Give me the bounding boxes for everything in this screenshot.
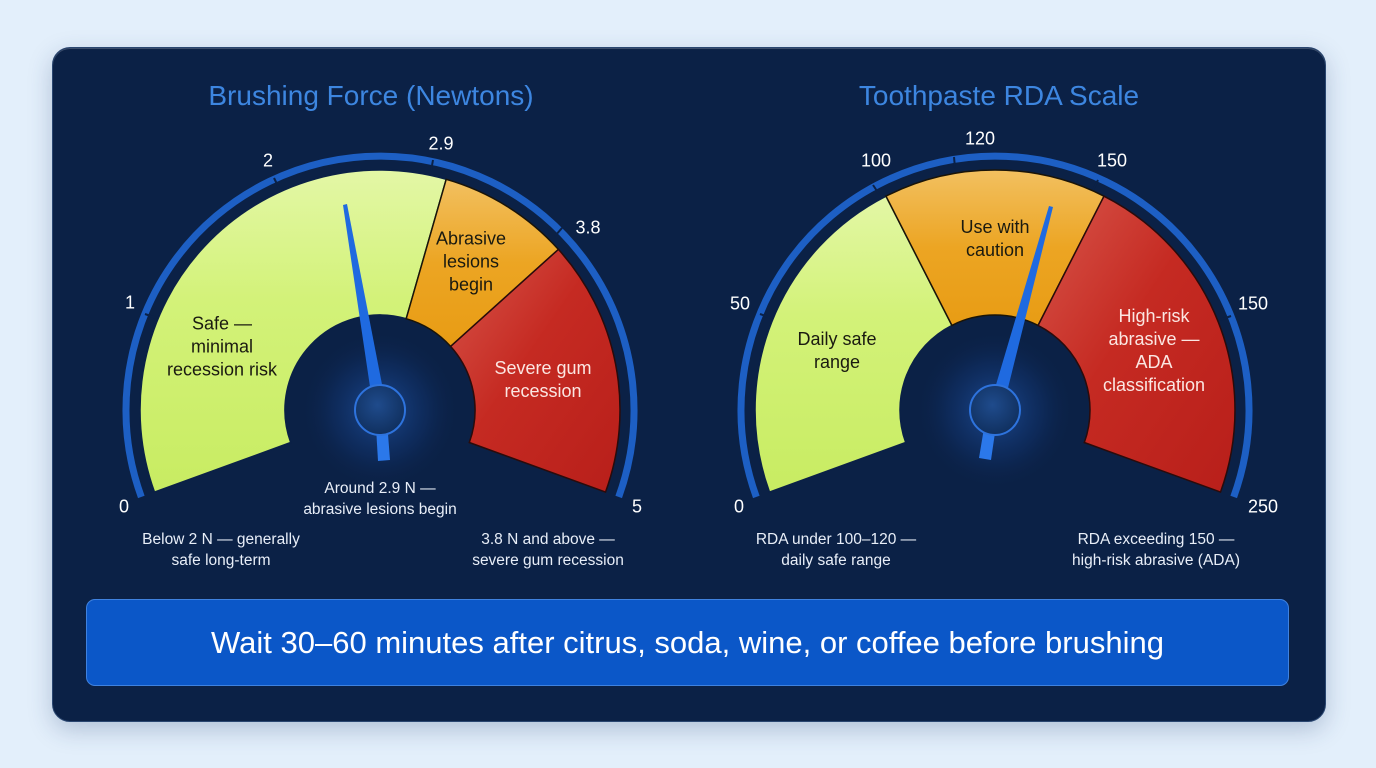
rda-zone-label: Use with caution bbox=[960, 216, 1029, 262]
zone-label-line: recession bbox=[504, 381, 582, 401]
caption-line: RDA exceeding 150 — bbox=[1077, 531, 1235, 548]
rda-tick-label: 100 bbox=[860, 150, 892, 171]
rda-gauge-title: Toothpaste RDA Scale bbox=[858, 80, 1140, 111]
zone-label-line: caution bbox=[965, 240, 1025, 260]
zone-severe-recession bbox=[449, 248, 621, 494]
force-gauge-tick-marks bbox=[144, 159, 563, 319]
zone-safe bbox=[139, 169, 448, 494]
force-tick-label: 2.9 bbox=[428, 133, 454, 154]
rda-gauge-tick-marks bbox=[759, 156, 1232, 321]
zone-label-line: Severe gum bbox=[494, 358, 592, 378]
zone-label-line: classification bbox=[1102, 375, 1206, 395]
force-caption: 3.8 N and above — severe gum recession bbox=[472, 529, 624, 571]
caption-line: daily safe range bbox=[781, 552, 891, 569]
rda-tick-label: 0 bbox=[733, 496, 745, 517]
advice-banner: Wait 30–60 minutes after citrus, soda, w… bbox=[86, 599, 1289, 686]
rda-caption: RDA exceeding 150 — high-risk abrasive (A… bbox=[1072, 529, 1240, 571]
force-gauge bbox=[122, 152, 638, 499]
zone-label-line: Abrasive bbox=[435, 228, 507, 249]
caption-line: abrasive lesions begin bbox=[303, 501, 457, 518]
zone-label-line: High-risk bbox=[1118, 306, 1190, 326]
caption-line: safe long-term bbox=[171, 552, 271, 569]
rda-gauge bbox=[737, 152, 1253, 499]
force-gauge-ring bbox=[122, 152, 638, 499]
caption-line: 3.8 N and above — bbox=[481, 531, 615, 548]
zone-label-line: Use with bbox=[960, 217, 1030, 237]
zone-label-line: abrasive — bbox=[1108, 329, 1200, 349]
rda-tick-label: 120 bbox=[964, 128, 996, 149]
rda-gauge-hub bbox=[969, 384, 1021, 436]
rda-tick-label: 150 bbox=[1096, 150, 1128, 171]
zone-label-line: lesions bbox=[442, 251, 500, 272]
zone-label-line: ADA bbox=[1135, 352, 1173, 372]
force-gauge-title: Brushing Force (Newtons) bbox=[208, 80, 534, 111]
zone-label-line: recession risk bbox=[166, 359, 278, 380]
rda-tick-label: 150 bbox=[1237, 293, 1269, 314]
force-zone-label: Safe — minimal recession risk bbox=[167, 313, 277, 382]
rda-caption: RDA under 100–120 — daily safe range bbox=[756, 529, 916, 571]
advice-banner-text: Wait 30–60 minutes after citrus, soda, w… bbox=[211, 624, 1164, 660]
zone-daily-safe bbox=[754, 195, 953, 494]
caption-line: RDA under 100–120 — bbox=[755, 531, 917, 548]
zone-label-line: Daily safe bbox=[797, 329, 877, 349]
rda-zone-label: Daily safe range bbox=[797, 328, 876, 374]
caption-line: severe gum recession bbox=[472, 552, 624, 569]
zone-label-line: begin bbox=[448, 274, 494, 295]
force-tick-label: 1 bbox=[124, 292, 136, 313]
force-zone-label: Severe gum recession bbox=[494, 357, 591, 403]
force-tick-label: 3.8 bbox=[575, 217, 601, 238]
rda-gauge-ring bbox=[737, 152, 1253, 499]
force-gauge-hub bbox=[354, 384, 406, 436]
rda-tick-label: 250 bbox=[1247, 496, 1279, 517]
zone-label-line: range bbox=[813, 352, 861, 372]
force-tick-label: 0 bbox=[118, 496, 130, 517]
caption-line: high-risk abrasive (ADA) bbox=[1072, 552, 1240, 569]
zone-high-risk bbox=[1037, 195, 1236, 494]
force-caption: Below 2 N — generally safe long-term bbox=[142, 529, 300, 571]
caption-line: Below 2 N — generally bbox=[142, 531, 300, 548]
caption-line: Around 2.9 N — bbox=[324, 480, 436, 497]
force-tick-label: 2 bbox=[262, 150, 274, 171]
force-caption: Around 2.9 N — abrasive lesions begin bbox=[303, 478, 456, 520]
rda-zone-label: High-risk abrasive — ADA classification bbox=[1103, 305, 1205, 397]
rda-tick-label: 50 bbox=[729, 293, 751, 314]
force-zone-label: Abrasive lesions begin bbox=[436, 228, 506, 297]
force-tick-label: 5 bbox=[631, 496, 643, 517]
zone-label-line: minimal bbox=[190, 336, 253, 357]
zone-label-line: Safe — bbox=[191, 313, 253, 334]
